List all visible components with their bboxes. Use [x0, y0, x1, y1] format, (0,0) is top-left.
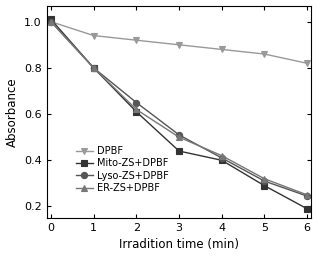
ER-ZS+DPBF	[262, 177, 266, 180]
DPBF	[262, 52, 266, 56]
ER-ZS+DPBF	[134, 108, 138, 111]
DPBF	[49, 20, 53, 23]
Lyso-ZS+DPBF	[262, 180, 266, 183]
ER-ZS+DPBF	[49, 20, 53, 23]
Line: Lyso-ZS+DPBF: Lyso-ZS+DPBF	[48, 19, 310, 199]
DPBF	[177, 43, 181, 46]
Lyso-ZS+DPBF	[92, 66, 96, 69]
DPBF	[220, 48, 224, 51]
Lyso-ZS+DPBF	[134, 101, 138, 104]
Legend: DPBF, Mito-ZS+DPBF, Lyso-ZS+DPBF, ER-ZS+DPBF: DPBF, Mito-ZS+DPBF, Lyso-ZS+DPBF, ER-ZS+…	[73, 143, 172, 196]
Lyso-ZS+DPBF	[305, 195, 309, 198]
Mito-ZS+DPBF	[92, 66, 96, 69]
ER-ZS+DPBF	[305, 193, 309, 196]
DPBF	[305, 62, 309, 65]
Lyso-ZS+DPBF	[177, 133, 181, 136]
ER-ZS+DPBF	[177, 136, 181, 139]
Line: DPBF: DPBF	[48, 19, 310, 66]
X-axis label: Irradition time (min): Irradition time (min)	[119, 238, 239, 251]
DPBF	[92, 34, 96, 37]
Mito-ZS+DPBF	[220, 159, 224, 162]
Lyso-ZS+DPBF	[220, 157, 224, 160]
Mito-ZS+DPBF	[134, 110, 138, 113]
Line: ER-ZS+DPBF: ER-ZS+DPBF	[48, 19, 310, 198]
ER-ZS+DPBF	[92, 66, 96, 69]
ER-ZS+DPBF	[220, 154, 224, 157]
Mito-ZS+DPBF	[177, 150, 181, 153]
DPBF	[134, 39, 138, 42]
Lyso-ZS+DPBF	[49, 20, 53, 23]
Mito-ZS+DPBF	[49, 18, 53, 21]
Line: Mito-ZS+DPBF: Mito-ZS+DPBF	[48, 16, 310, 212]
Mito-ZS+DPBF	[262, 184, 266, 187]
Y-axis label: Absorbance: Absorbance	[6, 77, 19, 146]
Mito-ZS+DPBF	[305, 207, 309, 210]
